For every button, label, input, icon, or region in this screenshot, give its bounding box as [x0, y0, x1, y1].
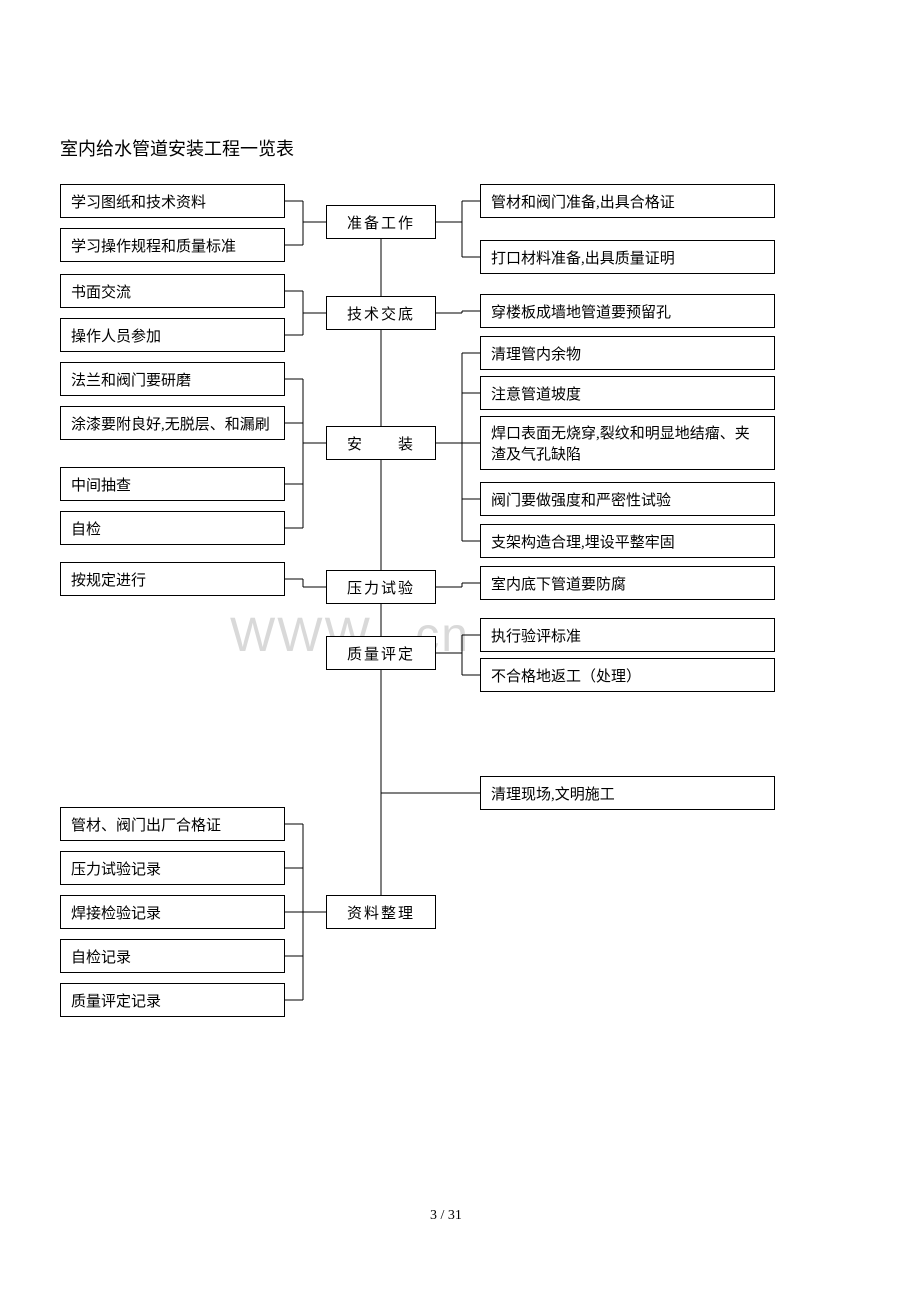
center-c5: 资料整理 — [326, 895, 436, 929]
right-r11: 清理现场,文明施工 — [480, 776, 775, 810]
right-r6: 阀门要做强度和严密性试验 — [480, 482, 775, 516]
left-l13: 质量评定记录 — [60, 983, 285, 1017]
right-r2: 穿楼板成墙地管道要预留孔 — [480, 294, 775, 328]
center-c1: 技术交底 — [326, 296, 436, 330]
left-l6: 中间抽查 — [60, 467, 285, 501]
center-c2: 安 装 — [326, 426, 436, 460]
left-l4: 法兰和阀门要研磨 — [60, 362, 285, 396]
right-r8: 室内底下管道要防腐 — [480, 566, 775, 600]
right-r0: 管材和阀门准备,出具合格证 — [480, 184, 775, 218]
right-r4: 注意管道坡度 — [480, 376, 775, 410]
right-r9: 执行验评标准 — [480, 618, 775, 652]
left-l11: 焊接检验记录 — [60, 895, 285, 929]
right-r5: 焊口表面无烧穿,裂纹和明显地结瘤、夹渣及气孔缺陷 — [480, 416, 775, 470]
right-r7: 支架构造合理,埋设平整牢固 — [480, 524, 775, 558]
left-l3: 操作人员参加 — [60, 318, 285, 352]
right-r10: 不合格地返工（处理） — [480, 658, 775, 692]
left-l5: 涂漆要附良好,无脱层、和漏刷 — [60, 406, 285, 440]
left-l7: 自检 — [60, 511, 285, 545]
left-l8: 按规定进行 — [60, 562, 285, 596]
right-r1: 打口材料准备,出具质量证明 — [480, 240, 775, 274]
center-c4: 质量评定 — [326, 636, 436, 670]
page-title: 室内给水管道安装工程一览表 — [60, 135, 294, 161]
left-l9: 管材、阀门出厂合格证 — [60, 807, 285, 841]
center-c0: 准备工作 — [326, 205, 436, 239]
page-number: 3 / 31 — [430, 1208, 462, 1224]
left-l0: 学习图纸和技术资料 — [60, 184, 285, 218]
center-c3: 压力试验 — [326, 570, 436, 604]
right-r3: 清理管内余物 — [480, 336, 775, 370]
left-l12: 自检记录 — [60, 939, 285, 973]
left-l10: 压力试验记录 — [60, 851, 285, 885]
left-l1: 学习操作规程和质量标准 — [60, 228, 285, 262]
left-l2: 书面交流 — [60, 274, 285, 308]
